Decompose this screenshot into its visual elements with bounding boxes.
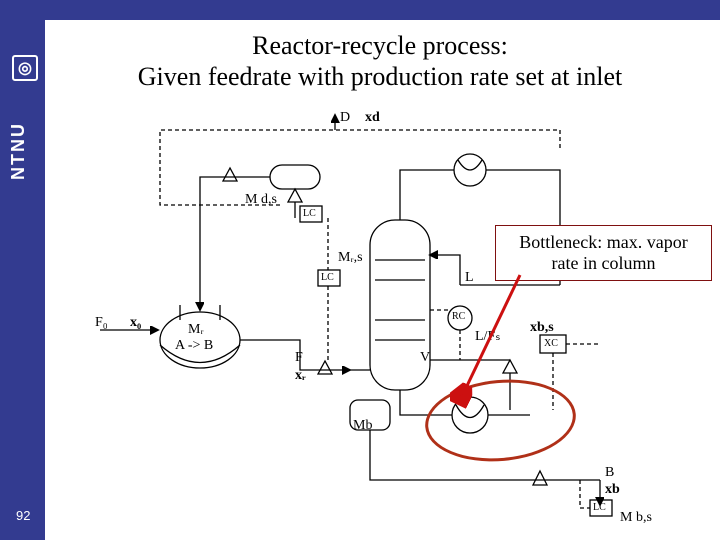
label-x0: x₀: [130, 315, 141, 331]
label-xb: xb: [605, 482, 620, 498]
label-LC1: LC: [303, 208, 316, 219]
label-xr: xᵣ: [295, 368, 306, 384]
callout-line1: Bottleneck: max. vapor: [506, 232, 701, 253]
label-Mb: Mb: [353, 418, 372, 434]
label-LC3: LC: [593, 502, 606, 513]
label-Mrs: Mᵣ,s: [338, 250, 363, 266]
label-F0: F₀: [95, 315, 108, 331]
label-Mbs: M b,s: [620, 510, 652, 526]
label-V: V: [420, 350, 430, 366]
label-LC2: LC: [321, 272, 334, 283]
ntnu-icon: ◎: [12, 55, 38, 81]
title-line2: Given feedrate with production rate set …: [50, 61, 710, 92]
label-Mr: Mᵣ: [188, 322, 204, 338]
page-number: 92: [12, 506, 34, 525]
label-D: D: [340, 110, 350, 126]
label-Mds: M d,s: [245, 192, 277, 208]
label-B: B: [605, 465, 614, 481]
process-diagram: F₀ x₀ Mᵣ A -> B F xᵣ M d,s LC Mᵣ,s LC D …: [100, 110, 700, 530]
ntnu-icon-glyph: ◎: [18, 58, 32, 78]
label-F: F: [295, 350, 303, 366]
slide-page: ◎ NTNU 92 Reactor-recycle process: Given…: [0, 0, 720, 540]
slide-title: Reactor-recycle process: Given feedrate …: [50, 30, 710, 92]
brand-name: NTNU: [8, 122, 29, 180]
label-AtoB: A -> B: [175, 338, 213, 354]
label-xd: xd: [365, 110, 380, 126]
callout-arrow: [450, 270, 540, 420]
brand-sidebar: ◎ NTNU: [0, 0, 45, 540]
top-accent-bar: [0, 0, 720, 20]
label-XC: XC: [544, 338, 558, 349]
title-line1: Reactor-recycle process:: [50, 30, 710, 61]
